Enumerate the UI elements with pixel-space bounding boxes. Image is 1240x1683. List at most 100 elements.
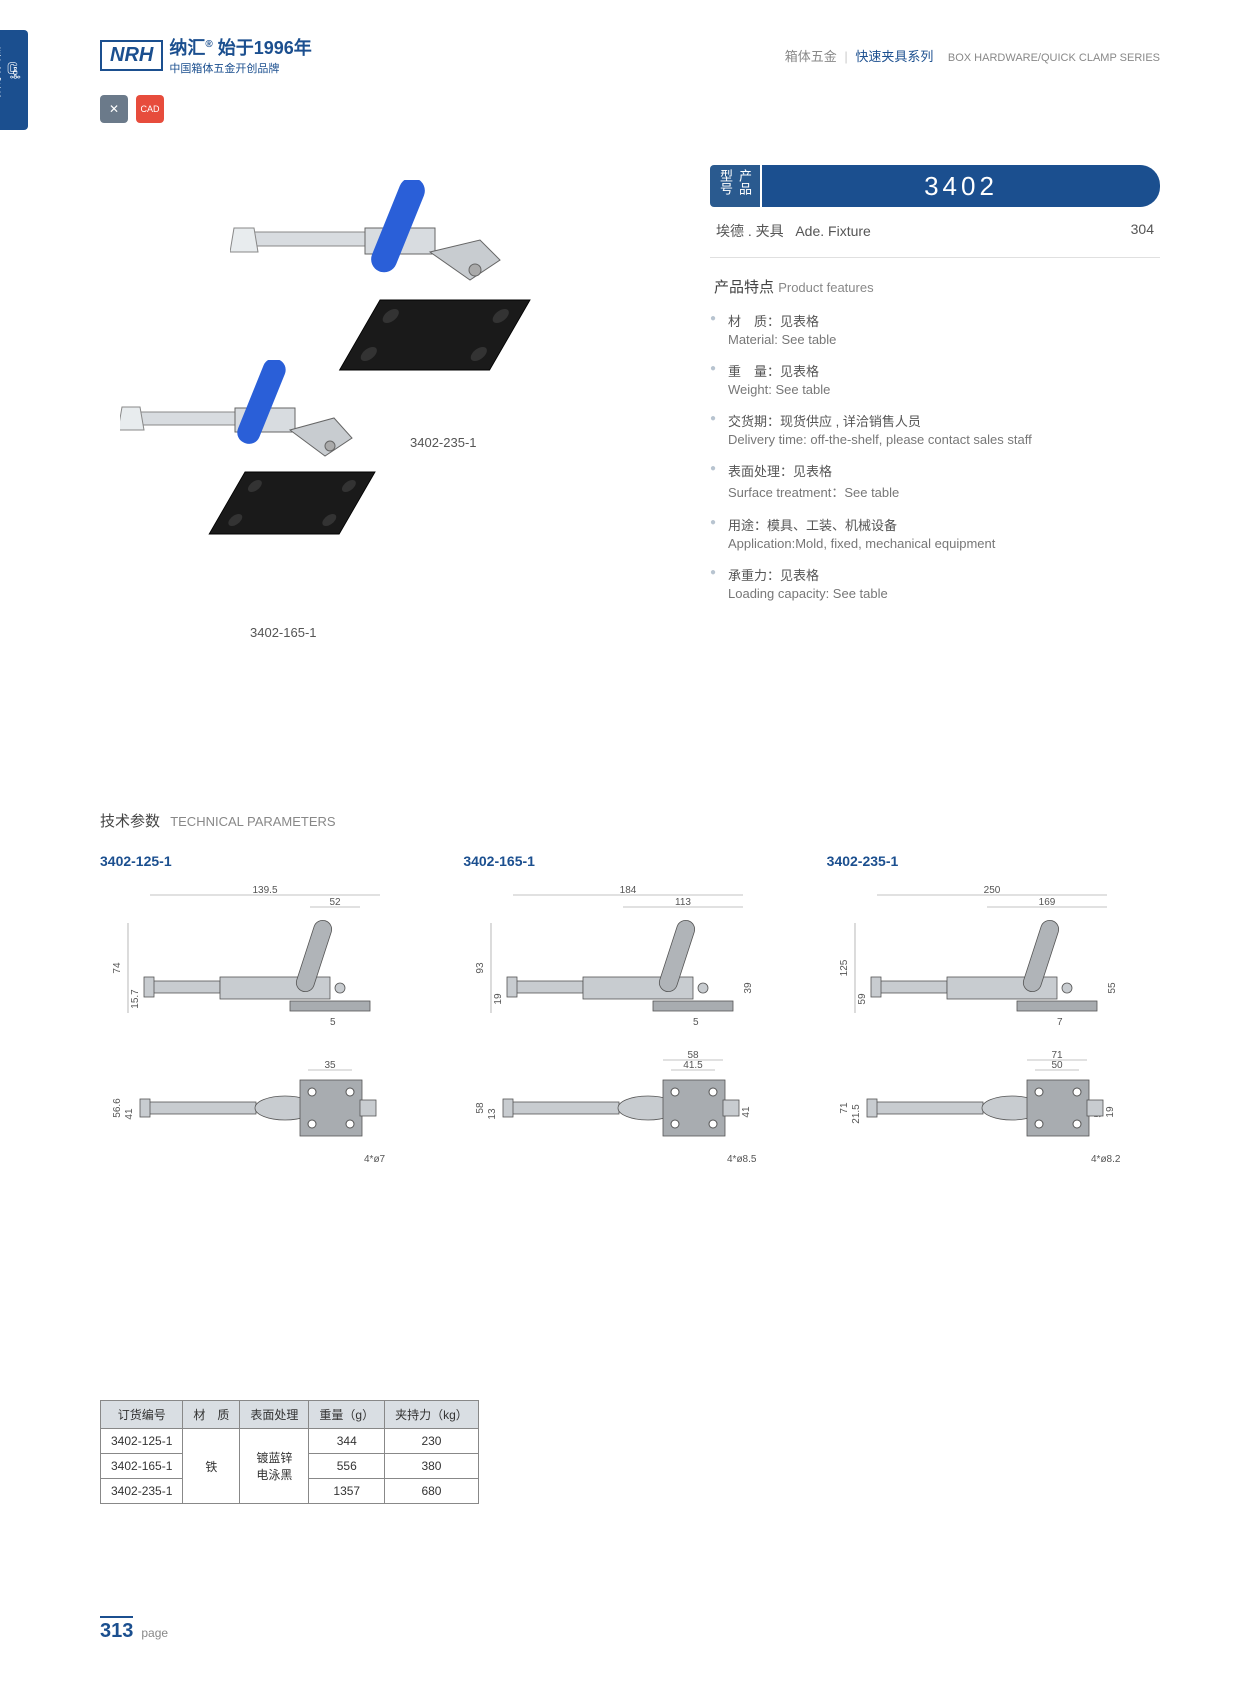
feature-en: Loading capacity: See table [728, 586, 1160, 601]
svg-text:41: 41 [124, 1108, 135, 1120]
cell-weight: 556 [309, 1454, 385, 1479]
crumb-separator: | [844, 49, 847, 64]
feature-en: Delivery time: off-the-shelf, please con… [728, 432, 1160, 447]
feature-cn: 表面处理：见表格 [728, 461, 1160, 480]
svg-text:250: 250 [983, 885, 1000, 896]
top-view-svg: 71 50 71 21.5 19 50 4*ø8.2 [827, 1048, 1127, 1168]
svg-text:56.6: 56.6 [112, 1098, 123, 1118]
product-images: 3402-235-1 3402-165-1 [120, 180, 570, 650]
tech-section: 技术参数 TECHNICAL PARAMETERS 3402-125-1 139… [100, 810, 1160, 1173]
product-name-en: Ade. Fixture [795, 223, 870, 239]
cad-icon: CAD [136, 95, 164, 123]
cell-force: 680 [385, 1479, 479, 1504]
category-side-tab: 🗜 推拉式夹钳 Push-pull clamp [0, 30, 28, 130]
feature-item: 表面处理：见表格Surface treatment：See table [710, 461, 1160, 501]
tech-title-en: TECHNICAL PARAMETERS [170, 814, 335, 829]
model-label: 产品型号 [710, 165, 760, 207]
feature-cn: 交货期：现货供应 , 详洽销售人员 [728, 411, 1160, 430]
page-number: 313 [100, 1616, 133, 1643]
tech-title-cn: 技术参数 [100, 813, 160, 830]
spec-table: 订货编号材 质表面处理重量（g）夹持力（kg） 3402-125-1铁镀蓝锌 电… [100, 1400, 479, 1504]
svg-text:41: 41 [741, 1106, 752, 1118]
material-code: 304 [1131, 221, 1154, 241]
svg-text:39: 39 [743, 982, 754, 994]
cell-force: 230 [385, 1429, 479, 1454]
side-view-svg: 139.5 52 74 15.7 5 [100, 883, 400, 1043]
model-row: 产品型号 3402 [710, 165, 1160, 207]
feature-list: 材 质：见表格Material: See table 重 量：见表格 Weight:… [710, 311, 1160, 601]
top-view: 58 41.5 58 13 41 4*ø8.5 [463, 1048, 796, 1173]
feature-item: 材 质：见表格Material: See table [710, 311, 1160, 347]
drawings-row: 3402-125-1 139.5 52 74 15.7 5 35 56.6 41 [100, 853, 1160, 1173]
svg-text:19: 19 [1105, 1106, 1116, 1118]
table-header-cell: 夹持力（kg） [385, 1401, 479, 1429]
breadcrumb: 箱体五金 | 快速夹具系列 BOX HARDWARE/QUICK CLAMP S… [785, 46, 1160, 65]
svg-text:93: 93 [475, 962, 486, 974]
tech-title: 技术参数 TECHNICAL PARAMETERS [100, 810, 1160, 831]
svg-text:52: 52 [329, 897, 341, 908]
table-header-cell: 订货编号 [101, 1401, 183, 1429]
svg-text:50: 50 [1051, 1060, 1063, 1071]
crumb-1: 箱体五金 [785, 49, 837, 64]
feature-item: 承重力：见表格 Loading capacity: See table [710, 565, 1160, 601]
feature-cn: 承重力：见表格 [728, 565, 1160, 584]
cell-code: 3402-125-1 [101, 1429, 183, 1454]
photo-label-a: 3402-235-1 [410, 435, 477, 450]
svg-text:19: 19 [493, 993, 504, 1005]
logo-area: NRH 纳汇® 始于1996年 中国箱体五金开创品牌 [100, 34, 312, 76]
variant-title: 3402-165-1 [463, 853, 796, 869]
svg-text:4*ø8.5: 4*ø8.5 [727, 1154, 757, 1165]
feature-item: 交货期：现货供应 , 详洽销售人员 Delivery time: off-the-… [710, 411, 1160, 447]
product-name-cn: 埃德 . 夹具 [716, 223, 784, 239]
features-title: 产品特点 Product features [714, 276, 1160, 297]
features-title-en: Product features [778, 280, 873, 295]
photo-label-b: 3402-165-1 [250, 625, 317, 640]
cell-code: 3402-235-1 [101, 1479, 183, 1504]
feature-item: 重 量：见表格 Weight: See table [710, 361, 1160, 397]
top-view-svg: 35 56.6 41 4*ø7 [100, 1048, 400, 1168]
side-view-svg: 184 113 93 19 39 5 [463, 883, 763, 1043]
svg-text:21.5: 21.5 [851, 1104, 862, 1124]
feature-en: Material: See table [728, 332, 1160, 347]
page-footer: 313 page [100, 1616, 168, 1643]
side-view: 250 169 125 59 55 7 [827, 883, 1160, 1048]
feature-en: Weight: See table [728, 382, 1160, 397]
svg-text:4*ø7: 4*ø7 [364, 1154, 386, 1165]
side-view: 139.5 52 74 15.7 5 [100, 883, 433, 1048]
svg-text:125: 125 [839, 959, 850, 976]
logo-text: 纳汇® 始于1996年 中国箱体五金开创品牌 [169, 34, 311, 76]
svg-text:4*ø8.2: 4*ø8.2 [1091, 1154, 1121, 1165]
drawing-column: 3402-165-1 184 113 93 19 39 5 58 41.5 58… [463, 853, 796, 1173]
cell-weight: 1357 [309, 1479, 385, 1504]
brand-name: 纳汇 [169, 38, 205, 58]
cell-force: 380 [385, 1454, 479, 1479]
table-header-cell: 材 质 [183, 1401, 240, 1429]
svg-text:184: 184 [620, 885, 637, 896]
svg-text:58: 58 [475, 1102, 486, 1114]
features-title-cn: 产品特点 [714, 279, 774, 296]
variant-title: 3402-125-1 [100, 853, 433, 869]
table-body: 3402-125-1铁镀蓝锌 电泳黑3442303402-165-1556380… [101, 1429, 479, 1504]
svg-text:7: 7 [1057, 1017, 1063, 1028]
svg-text:59: 59 [857, 993, 868, 1005]
svg-text:13: 13 [487, 1108, 498, 1120]
top-view: 35 56.6 41 4*ø7 [100, 1048, 433, 1173]
top-view-svg: 58 41.5 58 13 41 4*ø8.5 [463, 1048, 763, 1168]
svg-text:15.7: 15.7 [130, 989, 141, 1009]
product-render-small [120, 360, 400, 590]
svg-text:113: 113 [675, 897, 691, 908]
cell-code: 3402-165-1 [101, 1454, 183, 1479]
top-view: 71 50 71 21.5 19 50 4*ø8.2 [827, 1048, 1160, 1173]
registered-mark: ® [205, 39, 212, 50]
feature-cn: 重 量：见表格 [728, 361, 1160, 380]
cell-weight: 344 [309, 1429, 385, 1454]
crumb-en: BOX HARDWARE/QUICK CLAMP SERIES [948, 52, 1160, 64]
feature-en: Application:Mold, fixed, mechanical equi… [728, 536, 1160, 551]
cell-finish: 镀蓝锌 电泳黑 [240, 1429, 309, 1504]
clamp-icon: 🗜 [4, 61, 24, 81]
tools-icon: ✕ [100, 95, 128, 123]
svg-text:71: 71 [839, 1102, 850, 1114]
svg-text:41.5: 41.5 [684, 1060, 704, 1071]
table-header-row: 订货编号材 质表面处理重量（g）夹持力（kg） [101, 1401, 479, 1429]
svg-text:74: 74 [112, 962, 123, 974]
